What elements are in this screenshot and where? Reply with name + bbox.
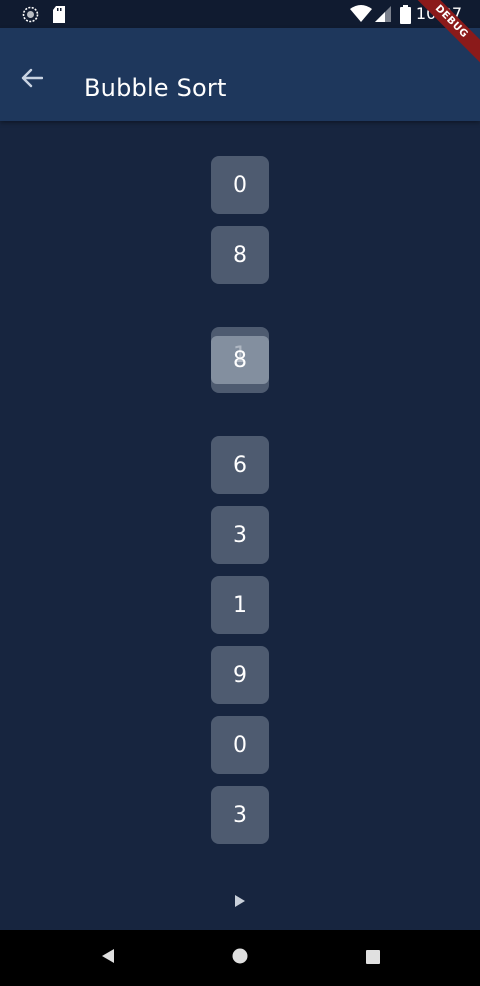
arrow-back-icon [21,68,44,92]
nav-home-icon [232,948,248,968]
array-tile: 8 [211,226,269,284]
array-tile: 0 [211,716,269,774]
sync-icon [22,6,39,27]
navigation-bar [0,930,480,986]
battery-icon [400,5,411,28]
signal-icon [374,5,392,27]
app-bar: Bubble Sort [0,28,480,121]
play-arrow-icon [234,893,246,912]
array-tile: 0 [211,156,269,214]
nav-back-button[interactable] [96,946,120,970]
back-button[interactable] [12,66,52,94]
array-tile: 9 [211,646,269,704]
nav-back-icon [100,948,116,968]
array-tile: 6 [211,436,269,494]
array-tile: 3 [211,786,269,844]
nav-recents-button[interactable] [361,946,385,970]
nav-home-button[interactable] [228,946,252,970]
nav-recents-icon [366,949,380,968]
wifi-icon [350,5,372,27]
swap-tile-front: 8 [211,336,269,384]
array-tile: 3 [211,506,269,564]
sd-card-icon [52,6,66,27]
status-bar: 10:37 [0,0,480,28]
array-tile: 1 [211,576,269,634]
page-title: Bubble Sort [84,74,227,102]
play-button[interactable] [226,888,254,916]
